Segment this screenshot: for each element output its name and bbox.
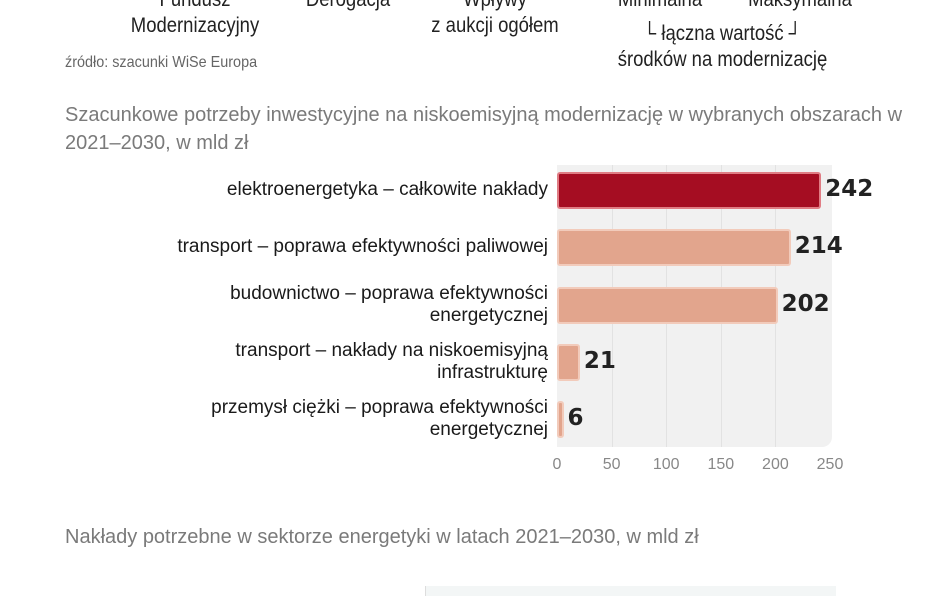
bar xyxy=(557,229,791,266)
bar xyxy=(557,401,564,438)
bar xyxy=(557,344,580,381)
label-srodkow: środków na modernizację xyxy=(617,48,828,71)
label-wplywy: Wpływy z aukcji ogółem xyxy=(431,0,559,37)
label-minimalna: Minimalna xyxy=(607,0,713,13)
label-maksymalna: Maksymalna xyxy=(743,0,857,13)
data-label: 6 xyxy=(567,405,584,431)
data-label: 21 xyxy=(583,348,616,374)
second-chart-title: Nakłady potrzebne w sektorze energetyki … xyxy=(65,526,699,548)
x-tick-label: 250 xyxy=(816,456,844,473)
source-note: źródło: szacunki WiSe Europa xyxy=(65,54,258,71)
category-label: budownictwo – poprawa efektywności energe… xyxy=(230,283,548,326)
bar xyxy=(557,287,778,324)
data-label: 202 xyxy=(781,291,830,317)
chart-title: Szacunkowe potrzeby inwestycyjne na nisk… xyxy=(65,104,903,154)
label-laczna: └ łączna wartość ┘ xyxy=(643,22,802,45)
x-tick-label: 0 xyxy=(552,456,562,473)
x-tick-label: 150 xyxy=(707,456,735,473)
x-tick-label: 50 xyxy=(602,456,621,473)
category-label: transport – poprawa efektywności paliwow… xyxy=(177,236,548,257)
category-label: przemysł ciężki – poprawa efektywności en… xyxy=(211,397,548,440)
bar xyxy=(557,172,822,209)
second-chart-plot-edge xyxy=(425,586,836,596)
category-label: transport – nakłady na niskoemisyjną infr… xyxy=(235,340,548,383)
label-derogacja: Derogacja xyxy=(295,0,401,13)
x-tick-label: 200 xyxy=(762,456,789,473)
label-fundusz: Fundusz Modernizacyjny xyxy=(130,0,260,37)
data-label: 214 xyxy=(794,233,843,259)
x-tick-label: 100 xyxy=(652,456,680,473)
category-label: elektroenergetyka – całkowite nakłady xyxy=(226,179,548,200)
data-label: 242 xyxy=(825,176,874,202)
